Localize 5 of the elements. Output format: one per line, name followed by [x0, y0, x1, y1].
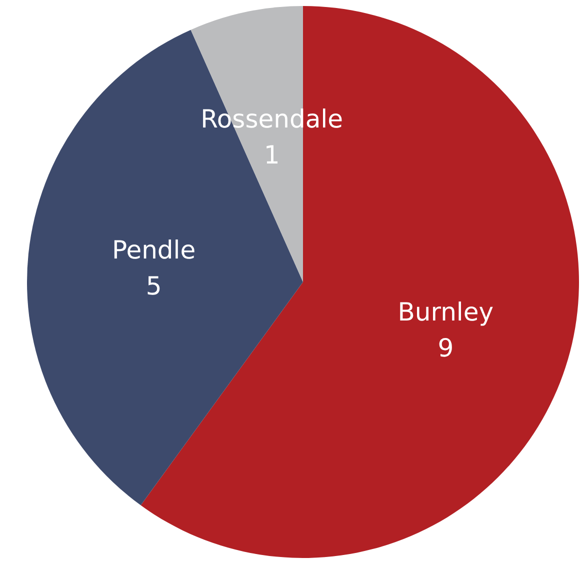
data-label: 5	[146, 271, 162, 300]
slice-label: Burnley	[398, 297, 494, 326]
data-label: 1	[264, 140, 280, 170]
slice-label: Pendle	[112, 235, 196, 264]
data-label: 9	[438, 333, 454, 362]
